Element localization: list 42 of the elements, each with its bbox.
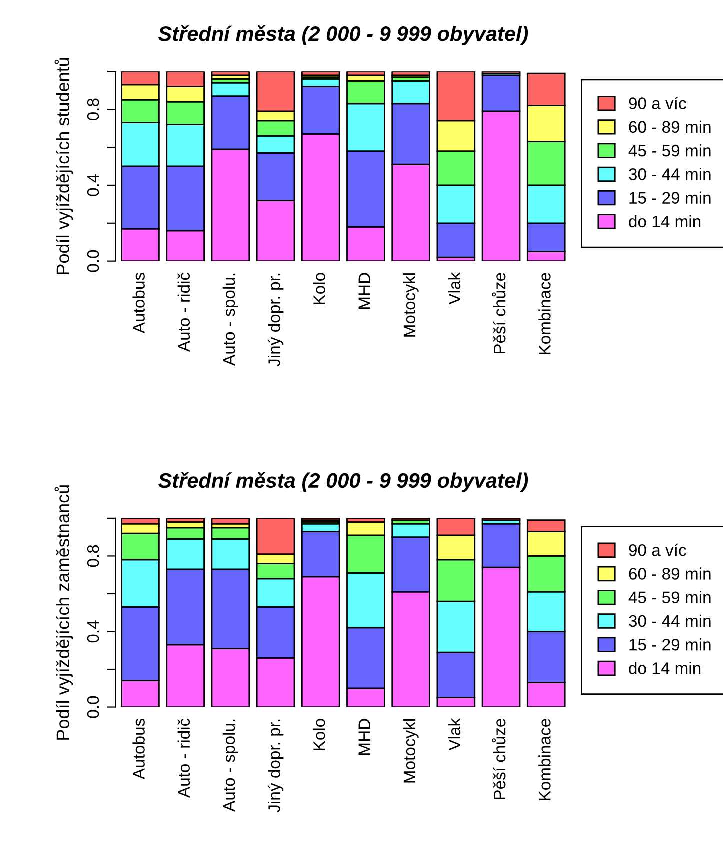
legend-label: 45 - 59 min bbox=[628, 591, 711, 604]
x-tick-label: MHD bbox=[358, 273, 370, 310]
y-tick-label: 0.8 bbox=[87, 545, 100, 568]
x-tick-label: Jiný dopr. pr. bbox=[268, 274, 284, 367]
x-tick-label: Pěší chůze bbox=[492, 273, 506, 354]
y-tick-label: 0.8 bbox=[87, 98, 100, 121]
x-tick-label: Auto - spolu. bbox=[222, 274, 238, 366]
legend-label: do 14 min bbox=[629, 662, 701, 674]
x-tick-label: Motocykl bbox=[403, 274, 419, 337]
x-tick-label: Autobus bbox=[132, 273, 145, 334]
y-tick-label: 0.4 bbox=[87, 174, 100, 196]
legend-label: 30 - 44 min bbox=[629, 614, 711, 628]
y-tick-label: 0.4 bbox=[87, 620, 100, 643]
x-tick-label: Auto - spolu. bbox=[222, 720, 238, 812]
y-axis-title: Podíl vyjíždějících zaměstnanců bbox=[54, 486, 74, 740]
legend-label: 90 a víc bbox=[629, 97, 686, 110]
x-tick-label: Jiný dopr. pr. bbox=[268, 720, 284, 813]
legend-label: 90 a víc bbox=[629, 544, 686, 556]
x-tick-label: Kolo bbox=[313, 719, 326, 750]
legend-label: 30 - 44 min bbox=[629, 168, 711, 180]
x-tick-label: MHD bbox=[358, 719, 370, 755]
x-tick-label: Motocykl bbox=[403, 720, 419, 783]
chart-title: Střední města (2 000 - 9 999 obyvatel) bbox=[158, 26, 528, 46]
x-tick-label: Autobus bbox=[132, 718, 145, 780]
legend-label: 60 - 89 min bbox=[629, 568, 711, 580]
x-tick-label: Pěší chůze bbox=[492, 719, 506, 800]
x-tick-label: Vlak bbox=[448, 718, 461, 751]
x-tick-label: Vlak bbox=[448, 272, 461, 305]
legend-label: 60 - 89 min bbox=[629, 120, 711, 134]
legend-label: 15 - 29 min bbox=[630, 192, 711, 204]
y-tick-label: 0.0 bbox=[87, 250, 100, 272]
y-axis-title: Podíl vyjíždějících studentů bbox=[54, 58, 74, 274]
x-tick-label: Kombinace bbox=[538, 719, 551, 800]
x-tick-label: Kolo bbox=[313, 273, 326, 304]
x-tick-label: Auto - ridič bbox=[178, 272, 190, 352]
chart-title: Střední města (2 000 - 9 999 obyvatel) bbox=[158, 472, 528, 492]
legend-label: do 14 min bbox=[629, 215, 701, 228]
x-tick-label: Kombinace bbox=[538, 273, 551, 354]
legend-label: 45 - 59 min bbox=[628, 144, 711, 157]
x-tick-label: Auto - ridič bbox=[178, 718, 190, 798]
y-tick-label: 0.0 bbox=[87, 696, 100, 718]
legend-label: 15 - 29 min bbox=[630, 638, 711, 651]
